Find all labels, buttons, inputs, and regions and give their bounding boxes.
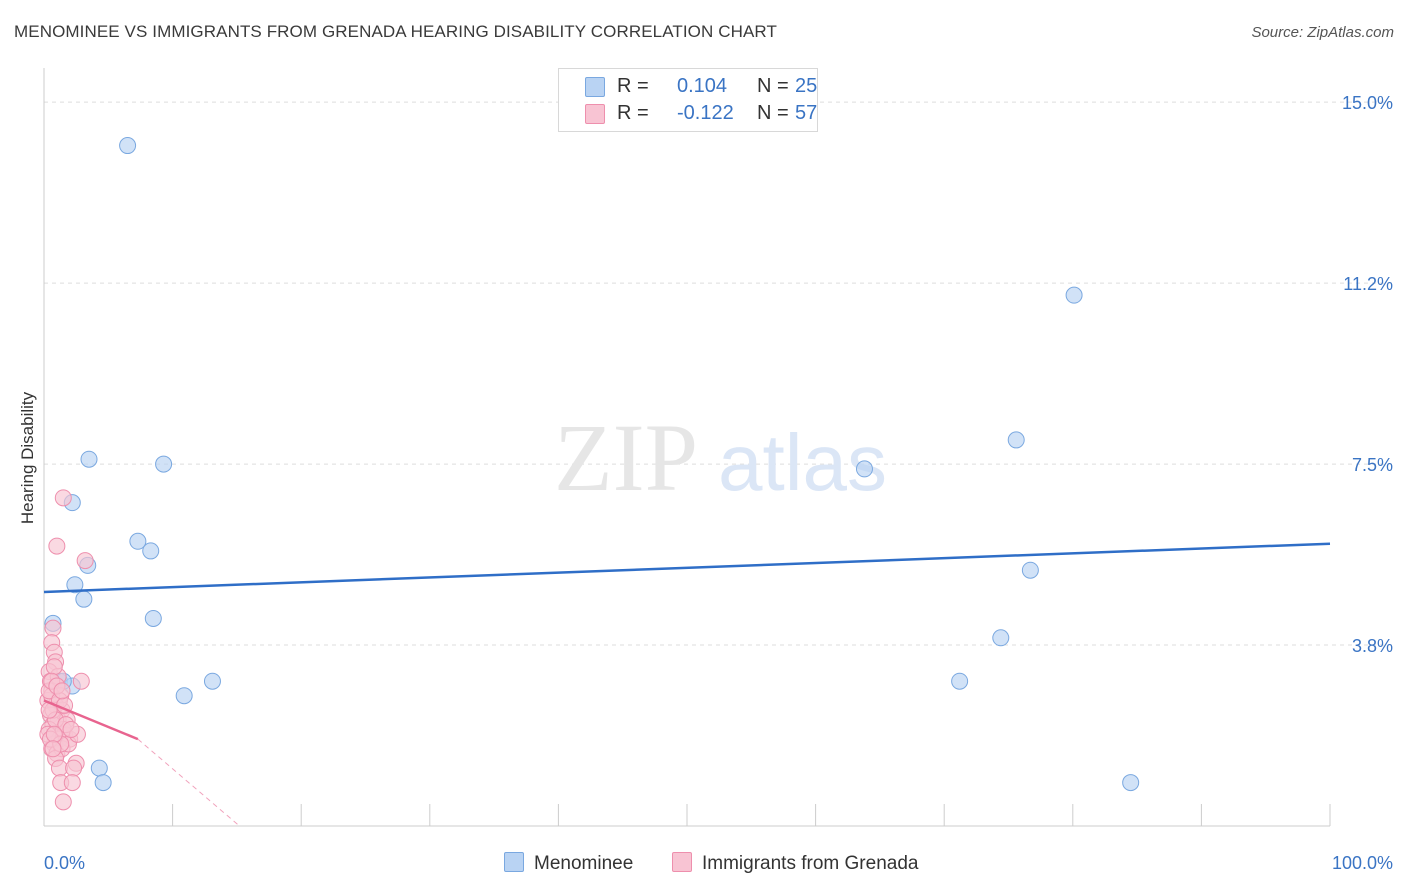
menominee-point [119,137,137,155]
menominee-point [80,450,98,468]
legend: R = 0.104 N = 25 R = -0.122 N = 57 [558,68,818,132]
chart-source: Source: ZipAtlas.com [1251,24,1394,41]
grenada-point [54,489,72,507]
data-points [39,137,1140,811]
legend-r-value: 0.104 [677,75,728,97]
grenada-point [50,759,68,777]
trend-lines [43,542,1331,827]
grenada-point [76,552,94,570]
menominee-point [1122,774,1140,792]
legend-n-label: N = [757,75,789,97]
grenada-point [62,720,80,738]
menominee-point [1065,286,1083,304]
bottom-legend-grenada: Immigrants from Grenada [672,852,918,875]
y-tick-label: 3.8% [1352,636,1393,656]
menominee-point [142,542,160,560]
menominee-point [90,759,108,777]
menominee-point [951,672,969,690]
chart-title: MENOMINEE VS IMMIGRANTS FROM GRENADA HEA… [14,22,777,41]
grenada-point [44,740,62,758]
legend-n-value: 25 [795,75,818,97]
legend-n-label: N = [757,102,789,124]
grid-lines [44,101,1392,646]
bottom-legend-swatch-grenada [672,852,692,872]
x-tick-label: 100.0% [1332,853,1393,873]
grenada-point [48,537,66,555]
bottom-legend-label-grenada: Immigrants from Grenada [702,853,919,874]
y-tick-label: 15.0% [1342,93,1393,113]
menominee-point [992,629,1010,647]
bottom-legend-menominee: Menominee [504,852,633,875]
menominee-point [175,687,193,705]
menominee-point [1021,561,1039,579]
bottom-legend-label-menominee: Menominee [534,853,634,874]
grenada-point [54,793,72,811]
menominee-point [1007,431,1025,449]
grenada-trend-extension [137,738,240,827]
legend-swatch-grenada [585,104,605,124]
menominee-point [144,609,162,627]
menominee-point [155,455,173,473]
legend-swatch-menominee [585,77,605,97]
grenada-point [72,672,90,690]
menominee-point [129,532,147,550]
y-tick-label: 11.2% [1343,274,1393,294]
axes [43,68,1331,827]
watermark-atlas: atlas [718,418,887,507]
menominee-point [75,590,93,608]
legend-r-label: R = [617,75,649,97]
menominee-point [203,672,221,690]
menominee-point [94,774,112,792]
legend-r-label: R = [617,102,649,124]
grenada-point [45,725,63,743]
y-axis-label: Hearing Disability [18,391,37,524]
x-tick-label: 0.0% [44,853,85,873]
legend-r-value: -0.122 [677,102,734,124]
menominee-trend-line [43,542,1331,594]
legend-n-value: 57 [795,102,818,124]
grenada-point [44,619,62,637]
bottom-legend-swatch-menominee [504,852,524,872]
menominee-point [855,460,873,478]
y-tick-label: 7.5% [1352,455,1393,475]
grenada-point [65,759,83,777]
tick-labels: 3.8% 7.5% 11.2% 15.0% 0.0% 100.0% [44,93,1393,873]
watermark-zip: ZIP [554,404,698,511]
grenada-trend-line [43,699,139,741]
grenada-point [63,774,81,792]
grenada-point [53,682,71,700]
grenada-point [45,658,63,676]
menominee-point [66,576,84,594]
